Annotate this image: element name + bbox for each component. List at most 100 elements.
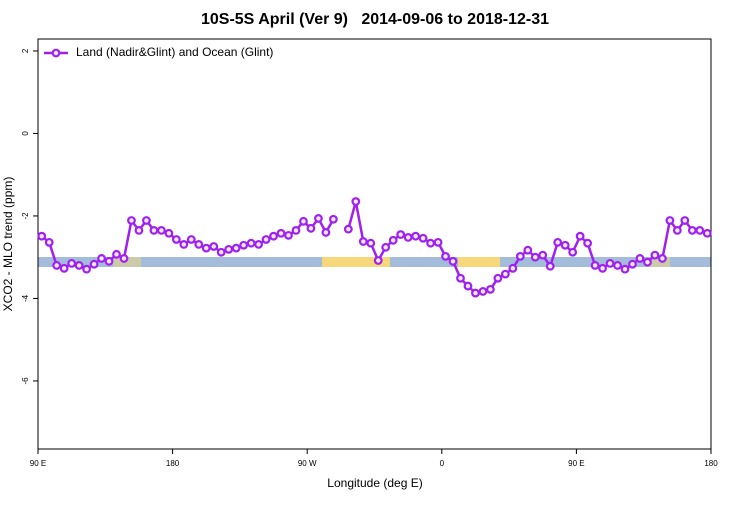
data-point	[560, 240, 570, 250]
data-point	[104, 256, 114, 266]
data-point	[366, 238, 376, 248]
y-tick-label: -6	[21, 377, 30, 385]
data-point	[598, 263, 607, 273]
data-point	[351, 197, 361, 206]
data-point	[523, 245, 533, 255]
data-point	[620, 264, 630, 274]
data-point	[284, 230, 293, 240]
data-point	[82, 264, 92, 274]
x-axis-label: Longitude (deg E)	[327, 476, 422, 490]
data-point	[508, 263, 518, 273]
data-point	[97, 254, 106, 263]
data-point	[695, 225, 705, 235]
data-point	[224, 244, 234, 254]
data-point	[67, 258, 77, 268]
data-point	[672, 225, 682, 235]
data-point	[418, 233, 428, 243]
data-point	[239, 240, 249, 250]
data-point	[44, 237, 54, 247]
data-point	[456, 273, 465, 283]
data-point	[448, 256, 458, 266]
data-point	[687, 225, 697, 235]
data-point	[486, 284, 495, 294]
data-point	[493, 273, 503, 283]
y-tick-label: -2	[21, 212, 30, 220]
data-point	[515, 251, 525, 261]
data-point	[643, 257, 652, 267]
data-point	[149, 225, 159, 235]
data-point	[231, 243, 241, 253]
data-point	[628, 259, 637, 269]
data-point	[373, 256, 383, 265]
data-point	[635, 254, 645, 263]
data-point	[575, 231, 585, 241]
y-tick-label: 2	[21, 48, 30, 53]
data-point	[209, 242, 219, 251]
data-point	[545, 261, 555, 271]
data-point	[381, 242, 391, 252]
data-point	[583, 238, 593, 248]
data-point	[343, 224, 353, 234]
data-point	[59, 263, 69, 273]
data-point	[441, 251, 450, 261]
data-point	[179, 240, 189, 249]
data-point	[426, 238, 435, 248]
data-point	[142, 216, 151, 225]
data-point	[306, 223, 316, 233]
legend-label: Land (Nadir&Glint) and Ocean (Glint)	[76, 45, 273, 59]
data-point	[314, 214, 323, 223]
data-point	[590, 261, 600, 270]
y-tick-label: 0	[21, 131, 30, 136]
x-tick-label: 90 E	[568, 459, 584, 468]
data-point	[328, 214, 338, 224]
data-point	[119, 254, 129, 263]
data-point	[538, 250, 548, 260]
data-point	[74, 261, 84, 270]
data-point	[665, 216, 675, 225]
legend-marker	[51, 48, 61, 58]
data-point	[553, 237, 563, 247]
data-point	[321, 228, 331, 237]
data-point	[500, 269, 510, 279]
x-tick-label: 0	[440, 459, 445, 468]
x-tick-label: 180	[166, 459, 180, 468]
data-point	[657, 254, 667, 263]
data-point	[396, 230, 406, 239]
data-point	[568, 247, 578, 257]
data-point	[216, 247, 226, 257]
data-point	[650, 250, 660, 260]
data-point	[52, 261, 62, 270]
data-point	[246, 238, 256, 248]
data-point	[276, 228, 286, 238]
data-point	[112, 249, 121, 259]
data-point	[613, 261, 622, 270]
data-point	[433, 237, 443, 247]
data-point	[269, 231, 278, 241]
data-point	[186, 235, 196, 244]
data-point	[134, 225, 144, 235]
data-point	[471, 288, 480, 298]
data-point	[156, 225, 166, 235]
data-point	[358, 237, 368, 246]
data-point	[605, 258, 615, 268]
data-point	[194, 240, 204, 249]
data-point	[411, 231, 421, 241]
data-point	[530, 252, 540, 262]
x-tick-label: 90 W	[298, 459, 317, 468]
data-point	[299, 216, 308, 226]
x-tick-label: 180	[704, 459, 718, 468]
y-axis-label: XCO2 - MLO trend (ppm)	[1, 177, 15, 312]
data-point	[291, 225, 301, 235]
data-point	[254, 240, 263, 249]
plot-frame	[37, 38, 712, 450]
data-point	[37, 231, 47, 241]
data-point	[127, 216, 136, 225]
data-point	[164, 228, 174, 238]
y-tick-label: -4	[21, 294, 30, 302]
chart-title: 10S-5S April (Ver 9) 2014-09-06 to 2018-…	[201, 11, 549, 28]
data-point	[463, 281, 473, 291]
data-point	[201, 243, 211, 253]
data-point	[388, 235, 398, 245]
data-point	[89, 259, 99, 269]
